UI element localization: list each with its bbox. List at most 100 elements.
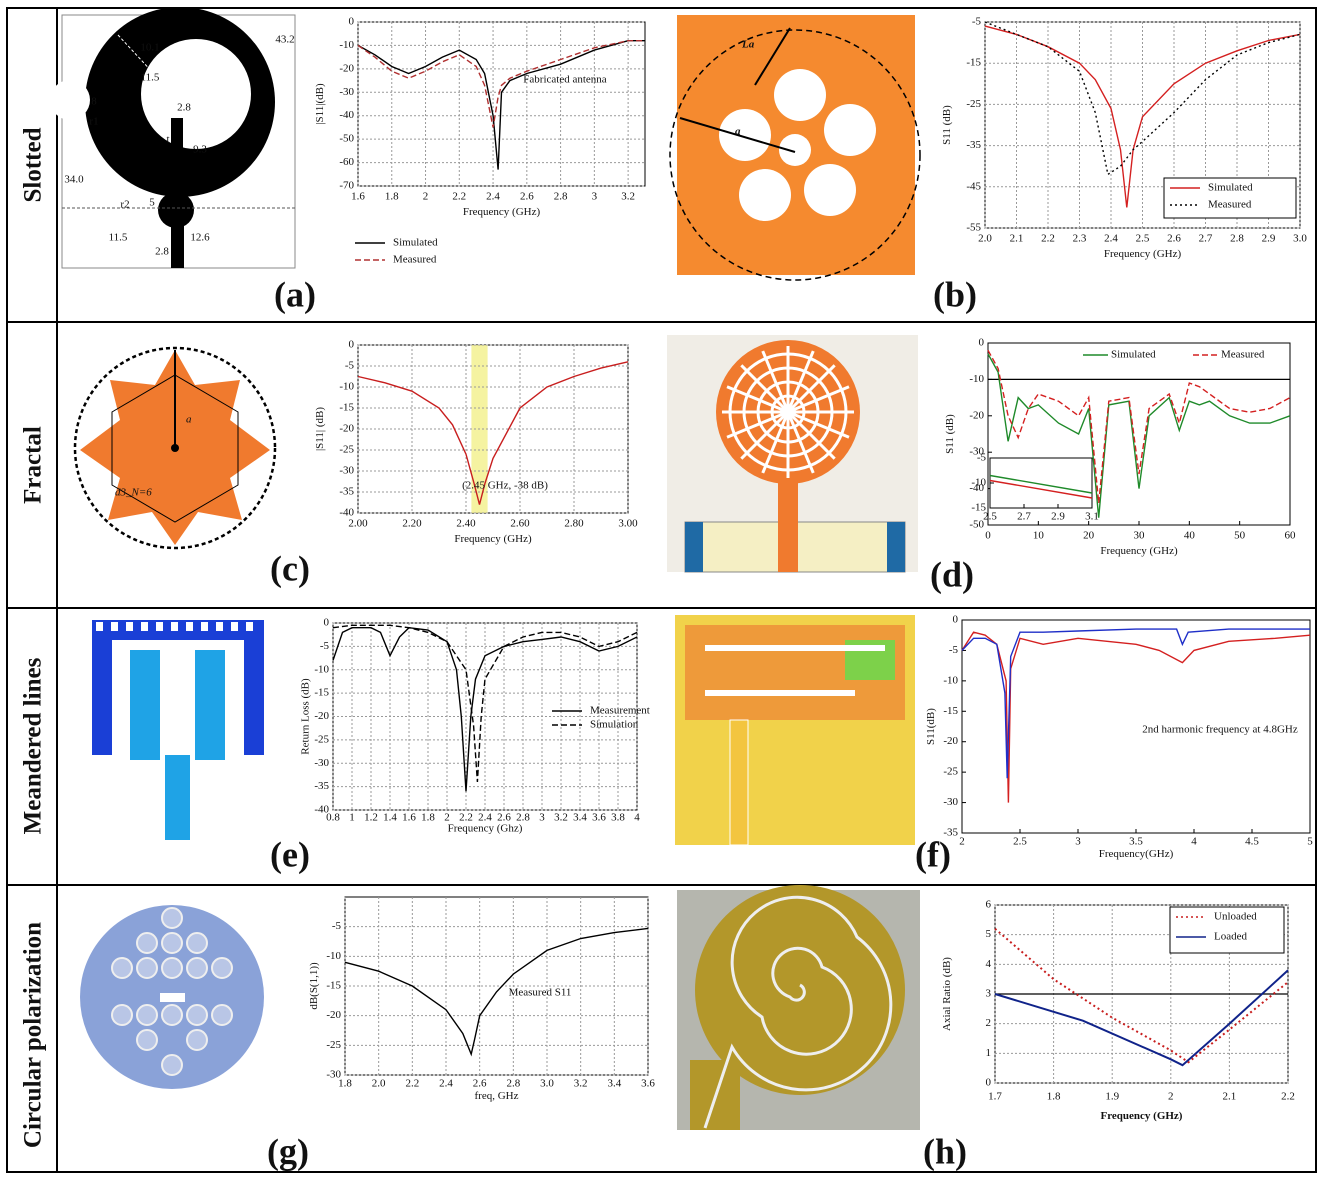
dimension-label: 8 (91, 96, 97, 108)
y-tick-label: -5 (949, 644, 959, 656)
x-tick-label: 10 (1033, 530, 1045, 542)
row-label: Fractal (20, 426, 47, 504)
via (136, 932, 158, 954)
y-tick-label: 0 (979, 337, 985, 349)
x-tick-label: 2.0 (372, 1078, 386, 1090)
legend-label: Measured (393, 254, 437, 266)
y-tick-label: -15 (314, 687, 329, 699)
x-tick-label: 1.6 (402, 812, 416, 824)
x-tick-label: 1.8 (421, 812, 435, 824)
y-tick-label: -5 (345, 360, 355, 372)
via (136, 1004, 158, 1026)
annotation: Fabricated antenna (523, 74, 606, 86)
disc-spoke (787, 385, 850, 414)
x-axis-label: Frequency (GHz) (1100, 545, 1178, 557)
x-tick-label: 2.2 (1041, 233, 1055, 245)
y-tick-label: 0 (349, 16, 355, 28)
x-axis-label: Frequency (GHz) (463, 206, 541, 218)
via (186, 932, 208, 954)
x-tick-label: 3.5 (1129, 836, 1143, 848)
y-tick-label: -45 (966, 180, 981, 192)
y-tick-label: -5 (332, 920, 342, 932)
panel-label: (g) (267, 1131, 309, 1171)
y-tick-label: -15 (966, 57, 981, 69)
via (186, 1004, 208, 1026)
x-tick-label: 2.80 (564, 518, 584, 530)
x-axis-label: Frequency (Ghz) (448, 823, 523, 835)
y-tick-label: -10 (969, 373, 984, 385)
dimension-label: 5 (149, 197, 155, 209)
snowflake (719, 109, 771, 161)
y-tick-label: -20 (339, 423, 354, 435)
snowflake (804, 164, 856, 216)
disc-spoke (761, 411, 790, 474)
series-line (344, 927, 649, 1057)
y-tick-label: 0 (349, 339, 355, 351)
y-tick-label: 2 (986, 1017, 992, 1029)
disc-spoke (786, 364, 836, 414)
x-tick-label: 4 (1191, 836, 1197, 848)
legend-label: Simulated (393, 237, 438, 249)
x-tick-label: 60 (1285, 530, 1297, 542)
x-tick-label: 2.4 (478, 812, 492, 824)
disc-spoke (787, 410, 850, 439)
y-tick-label: -20 (314, 710, 329, 722)
x-tick-label: 20 (1083, 530, 1095, 542)
y-tick-label: -35 (314, 780, 329, 792)
y-axis-label: S11(dB) (925, 708, 937, 745)
x-axis-label: Frequency (GHz) (454, 533, 532, 545)
diagram-label: La (741, 39, 755, 51)
dimension-label: 2.8 (155, 246, 169, 258)
x-tick-label: 1.8 (1047, 1091, 1061, 1103)
dimension-label: 9.3 (193, 144, 207, 156)
y-tick-label: 6 (986, 899, 992, 911)
diagram-label: d3_N=6 (115, 487, 152, 499)
dim-arrow (117, 34, 181, 103)
y-tick-label: -30 (339, 86, 354, 98)
x-tick-label: 3.2 (554, 812, 568, 824)
y-tick-label: -40 (314, 804, 329, 816)
y-tick-label: 0 (953, 614, 959, 626)
snowflake-core (779, 134, 811, 166)
y-tick-label: -50 (339, 133, 354, 145)
x-tick-label: 3.0 (1293, 233, 1307, 245)
x-tick-label: 2.00 (348, 518, 368, 530)
x-tick-label: 0.8 (326, 812, 340, 824)
via (186, 1029, 208, 1051)
x-tick-label: 2.40 (456, 518, 476, 530)
y-tick-label: -35 (339, 486, 354, 498)
meander-tooth (216, 622, 223, 631)
snowflake (739, 169, 791, 221)
series-line (357, 40, 645, 128)
spiral-slot (703, 895, 893, 1129)
row-label: Circular polarization (20, 922, 47, 1148)
dimension-label: 11.5 (141, 72, 160, 84)
y-axis-label: |S11| (dB) (314, 407, 326, 451)
dimension-label: t (166, 134, 169, 146)
x-tick-label: 3.4 (573, 812, 587, 824)
y-tick-label: -20 (326, 1009, 341, 1021)
y-tick-label: -55 (966, 222, 981, 234)
y-tick-label: -15 (943, 705, 958, 717)
series-line (961, 628, 1310, 779)
x-tick-label: 1.2 (364, 812, 378, 824)
dimension-label: 10.1 (140, 42, 159, 54)
y-tick-label: -15 (339, 402, 354, 414)
meander-tooth (126, 622, 133, 631)
via (161, 932, 183, 954)
annotation: (2.45 GHz, -38 dB) (462, 480, 548, 492)
via (161, 1054, 183, 1076)
legend-label: Measurement (590, 705, 650, 717)
meander-tooth (141, 622, 148, 631)
x-tick-label: 2.4 (1104, 233, 1118, 245)
connector-right (887, 522, 905, 572)
meander-arm (195, 650, 225, 760)
y-tick-label: -15 (971, 502, 986, 514)
y-tick-label: 0 (324, 617, 330, 629)
x-tick-label: 2.2 (1281, 1091, 1295, 1103)
x-tick-label: 2.4 (439, 1078, 453, 1090)
legend-label: Simulated (1208, 182, 1253, 194)
via (211, 957, 233, 979)
y-tick-label: 0 (986, 1077, 992, 1089)
y-tick-label: -10 (326, 950, 341, 962)
